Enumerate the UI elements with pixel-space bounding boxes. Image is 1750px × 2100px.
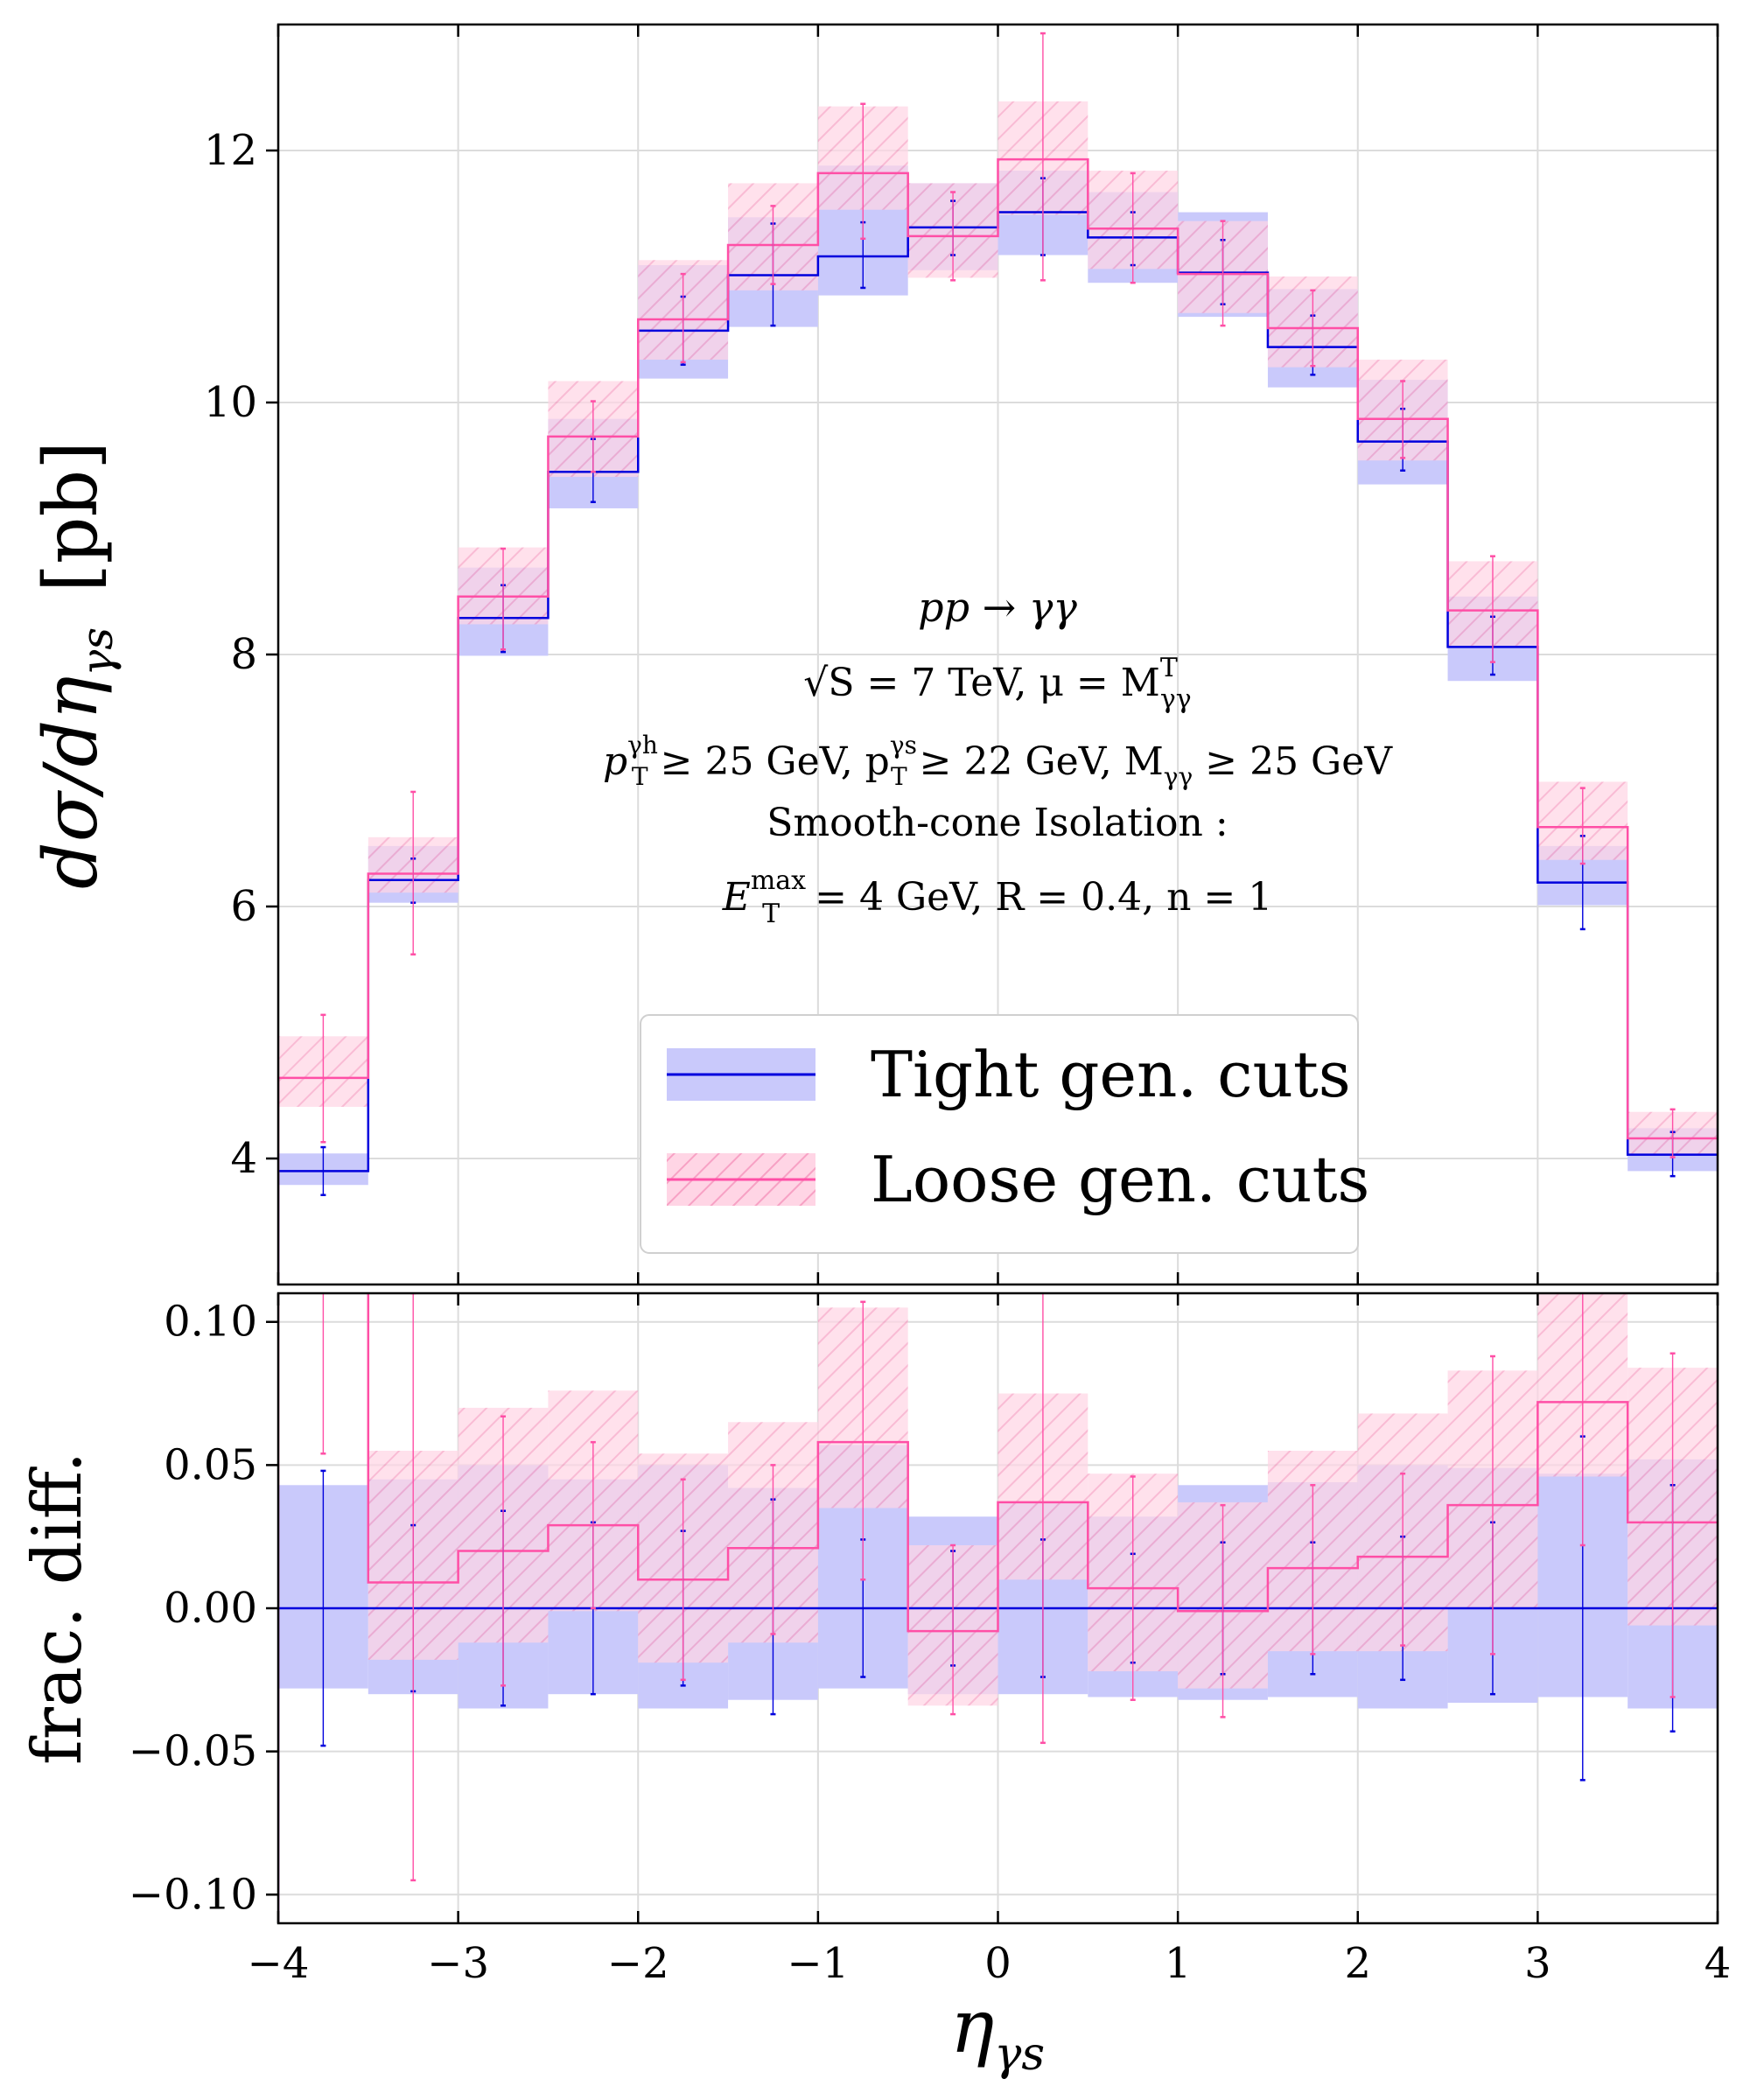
x-tick-label: −4 — [248, 1939, 310, 1988]
x-tick-label: 4 — [1704, 1939, 1732, 1988]
main-error-bars — [320, 32, 1676, 1197]
annotation-isolation-title: Smooth-cone Isolation : — [766, 801, 1228, 845]
annotation-process: pp → γγ — [918, 584, 1077, 631]
ratio-y-tick-label: 0.05 — [164, 1440, 257, 1489]
ratio-panel: −4 −3 −2 −1 0 1 2 3 4 −0.10 −0.05 0.00 0.05 0.10 — [129, 1292, 1731, 1988]
ratio-y-axis-title: frac. diff. — [18, 1452, 97, 1765]
x-tick-label: 3 — [1524, 1939, 1551, 1988]
ratio-y-tick-label: 0.10 — [164, 1298, 257, 1347]
main-ticks: 4 6 8 10 12 — [204, 24, 1719, 1284]
x-tick-label: 2 — [1344, 1939, 1371, 1988]
main-step-lines — [278, 158, 1718, 1284]
x-tick-label: −1 — [787, 1939, 849, 1988]
legend: Tight gen. cuts Loose gen. cuts — [640, 1014, 1369, 1254]
x-axis-title: ηγs — [950, 1984, 1045, 2081]
main-y-tick-label: 10 — [204, 378, 257, 427]
ratio-error-bars — [320, 1293, 1676, 1882]
x-tick-label: −3 — [427, 1939, 489, 1988]
main-step-line-loose — [278, 158, 1718, 1284]
main-y-tick-label: 8 — [230, 630, 257, 679]
annotation-cuts: pγh T ≥ 25 GeV, pγs T ≥ 22 GeV, Mγγ ≥ 25 G… — [603, 731, 1393, 791]
annotation-energy: √S = 7 TeV, μ = MT γγ — [803, 653, 1191, 715]
ratio-y-tick-label: 0.00 — [164, 1584, 257, 1633]
legend-label-tight: Tight gen. cuts — [871, 1038, 1351, 1111]
annotation-block: pp → γγ √S = 7 TeV, μ = MT γγ pγh T ≥ 25 G… — [603, 584, 1393, 929]
annotation-isolation-params: Emax T = 4 GeV, R = 0.4, n = 1 — [722, 865, 1273, 929]
x-tick-label: 0 — [984, 1939, 1012, 1988]
x-tick-label: −2 — [607, 1939, 669, 1988]
legend-box — [640, 1014, 1359, 1254]
main-y-axis-title: dσ/dηγs[pb] — [28, 441, 122, 889]
ratio-y-tick-label: −0.05 — [129, 1727, 257, 1776]
main-y-tick-label: 6 — [230, 882, 257, 931]
ratio-step-line-loose — [278, 1293, 1718, 1923]
main-y-tick-label: 4 — [230, 1134, 257, 1183]
ratio-y-tick-label: −0.10 — [129, 1870, 257, 1919]
x-tick-label: 1 — [1165, 1939, 1192, 1988]
ratio-ticks: −4 −3 −2 −1 0 1 2 3 4 −0.10 −0.05 0.00 0.05 0.10 — [129, 1293, 1731, 1988]
main-panel: 4 6 8 10 12 pp → γγ √S = 7 TeV, μ = MT γγ pγh… — [204, 23, 1719, 1286]
main-y-tick-label: 12 — [204, 126, 257, 175]
legend-label-loose: Loose gen. cuts — [871, 1143, 1369, 1216]
